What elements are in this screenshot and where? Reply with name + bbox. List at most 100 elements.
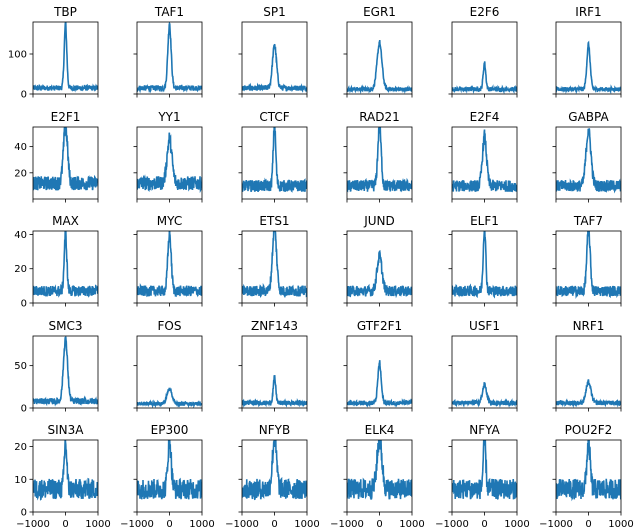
subplot-rad21: RAD21 <box>343 110 413 203</box>
subplot-title: CTCF <box>259 110 289 124</box>
subplot-gtf2f1: GTF2F1 <box>343 319 413 412</box>
axes-frame <box>451 439 518 513</box>
x-tick-label: −1000 <box>16 519 50 530</box>
subplot-myc: MYC <box>133 214 203 307</box>
subplot-title: POU2F2 <box>565 423 613 437</box>
series-line-ctcf <box>242 127 307 193</box>
subplot-title: E2F4 <box>470 110 500 124</box>
axes-frame <box>451 21 518 95</box>
subplot-title: TAF7 <box>573 214 603 228</box>
y-tick-label: 100 <box>8 50 27 61</box>
series-line-ets1 <box>242 231 307 299</box>
subplot-pou2f2: POU2F2 −1000 0 1000 <box>539 423 634 530</box>
series-line-znf143 <box>242 374 307 408</box>
axes-frame <box>346 335 413 409</box>
x-tick-label: −1000 <box>435 519 469 530</box>
x-tick-label: 1000 <box>608 519 633 530</box>
subplot-jund: JUND <box>343 214 413 307</box>
subplot-title: SMC3 <box>49 319 83 333</box>
x-tick-label: 1000 <box>294 519 319 530</box>
x-tick-label: −1000 <box>120 519 154 530</box>
subplot-title: EGR1 <box>363 5 396 19</box>
subplot-title: USF1 <box>469 319 500 333</box>
y-tick-label: 20 <box>14 168 27 179</box>
series-line-smc3 <box>33 336 98 407</box>
x-tick-label: 0 <box>585 519 591 530</box>
subplot-ep300: EP300 −1000 0 1000 <box>120 423 215 530</box>
subplot-title: TAF1 <box>154 5 184 19</box>
axes-frame <box>346 439 413 513</box>
subplot-title: SP1 <box>263 5 286 19</box>
subplot-title: YY1 <box>157 110 180 124</box>
series-line-nrf1 <box>556 379 621 408</box>
series-line-jund <box>347 249 412 299</box>
series-line-gabpa <box>556 128 621 194</box>
subplot-smc3: SMC3 0 50 <box>14 319 99 415</box>
axes-frame <box>136 439 203 513</box>
subplot-elk4: ELK4 −1000 0 1000 <box>330 423 425 530</box>
subplot-znf143: ZNF143 <box>238 319 308 412</box>
series-line-yy1 <box>137 132 202 194</box>
axes-frame <box>555 21 622 95</box>
axes-frame <box>136 335 203 409</box>
x-tick-label: 0 <box>271 519 277 530</box>
subplot-title: ELK4 <box>365 423 395 437</box>
subplot-ets1: ETS1 <box>238 214 308 307</box>
y-tick-label: 10 <box>14 475 27 486</box>
subplot-title: E2F6 <box>470 5 500 19</box>
subplot-taf1: TAF1 <box>133 5 203 98</box>
y-tick-label: 0 <box>21 90 27 101</box>
subplot-tbp: TBP 0 100 <box>8 5 99 101</box>
series-line-taf1 <box>137 22 202 94</box>
series-line-rad21 <box>347 127 412 193</box>
subplot-title: NRF1 <box>573 319 605 333</box>
subplot-title: GABPA <box>568 110 609 124</box>
axes-frame <box>451 335 518 409</box>
series-line-gtf2f1 <box>347 360 412 408</box>
x-tick-label: 0 <box>481 519 487 530</box>
x-tick-label: −1000 <box>539 519 573 530</box>
axes-frame <box>241 335 308 409</box>
y-tick-label: 0 <box>21 404 27 415</box>
y-tick-label: 20 <box>14 264 27 275</box>
subplot-taf7: TAF7 <box>552 214 622 307</box>
subplot-title: NFYA <box>469 423 500 437</box>
y-tick-label: 20 <box>14 442 27 453</box>
subplot-yy1: YY1 <box>133 110 203 203</box>
subplot-title: FOS <box>158 319 182 333</box>
subplot-usf1: USF1 <box>448 319 518 412</box>
series-line-e2f4 <box>452 129 517 193</box>
subplot-title: MAX <box>52 214 79 228</box>
x-tick-label: 1000 <box>504 519 529 530</box>
series-line-elk4 <box>347 440 412 500</box>
series-line-e2f6 <box>452 61 517 94</box>
subplot-irf1: IRF1 <box>552 5 622 98</box>
series-line-taf7 <box>556 231 621 299</box>
subplot-max: MAX 0 20 40 <box>14 214 99 310</box>
subplot-nrf1: NRF1 <box>552 319 622 412</box>
x-tick-label: −1000 <box>330 519 364 530</box>
series-line-sin3a <box>33 440 98 501</box>
subplot-egr1: EGR1 <box>343 5 413 98</box>
series-line-tbp <box>33 22 98 93</box>
subplot-sp1: SP1 <box>238 5 308 98</box>
subplot-elf1: ELF1 <box>448 214 518 307</box>
axes-frame <box>241 439 308 513</box>
subplot-title: MYC <box>157 214 182 228</box>
series-line-e2f1 <box>33 127 98 191</box>
y-tick-label: 50 <box>14 361 27 372</box>
subplot-title: SIN3A <box>48 423 85 437</box>
y-tick-label: 40 <box>14 230 27 241</box>
subplot-nfyb: NFYB −1000 0 1000 <box>225 423 320 530</box>
subplot-title: ELF1 <box>470 214 499 228</box>
subplot-e2f6: E2F6 <box>448 5 518 98</box>
subplot-title: ETS1 <box>259 214 289 228</box>
subplot-title: RAD21 <box>359 110 400 124</box>
subplot-title: GTF2F1 <box>357 319 402 333</box>
subplot-title: JUND <box>363 214 395 228</box>
subplot-nfya: NFYA −1000 0 1000 <box>435 423 530 530</box>
series-line-egr1 <box>347 39 412 94</box>
axes-frame <box>241 21 308 95</box>
subplot-gabpa: GABPA <box>552 110 622 203</box>
